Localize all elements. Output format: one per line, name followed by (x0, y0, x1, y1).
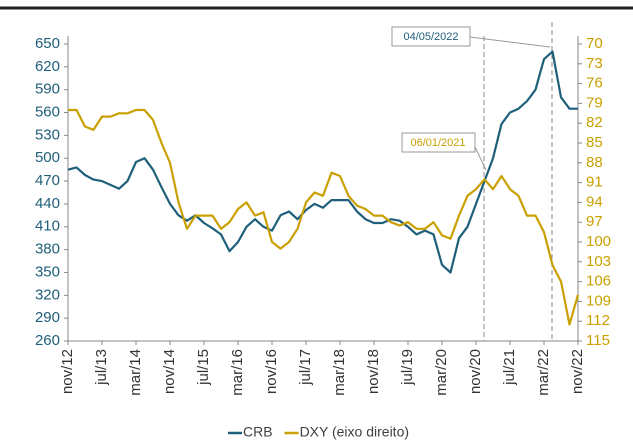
data-line (68, 108, 580, 326)
x-tick-label: mar/20 (433, 349, 450, 396)
legend-label: CRB (243, 424, 273, 440)
y2-tick-label: 70 (586, 35, 603, 52)
x-tick-label: jul/15 (195, 349, 212, 386)
y-tick-label: 260 (35, 332, 60, 349)
legend-label: DXY (eixo direito) (300, 424, 409, 440)
y-tick-label: 290 (35, 309, 60, 326)
x-tick-label: nov/12 (59, 349, 76, 394)
y2-tick-label: 79 (586, 94, 603, 111)
callout-box (401, 132, 476, 153)
x-tick-label: mar/22 (535, 349, 552, 396)
y2-tick-label: 85 (586, 134, 603, 151)
y-tick-label: 410 (35, 218, 60, 235)
y-tick-label: 560 (35, 104, 60, 121)
y2-tick-label: 94 (586, 193, 603, 210)
x-tick-label: nov/18 (365, 349, 382, 394)
y2-tick-label: 76 (586, 75, 603, 92)
y-tick-label: 500 (35, 149, 60, 166)
y-tick-label: 620 (35, 58, 60, 75)
y2-tick-label: 88 (586, 154, 603, 171)
x-tick-label: mar/18 (331, 349, 348, 396)
y2-tick-label: 82 (586, 114, 603, 131)
x-tick-label: mar/14 (127, 349, 144, 396)
x-tick-label: jul/13 (93, 349, 110, 386)
annotation: 06/01/2021 (410, 137, 465, 149)
annotation: 04/05/2022 (403, 31, 458, 43)
callout-box (391, 26, 471, 47)
data-line (67, 50, 578, 274)
y-tick-label: 650 (35, 35, 60, 52)
y2-tick-label: 100 (586, 233, 611, 250)
x-tick-label: jul/17 (297, 349, 314, 386)
y-tick-label: 350 (35, 263, 60, 280)
y2-tick-label: 115 (586, 332, 610, 349)
callout-line (469, 36, 551, 48)
y-tick-label: 320 (35, 286, 60, 303)
x-tick-label: nov/14 (161, 349, 178, 394)
y-tick-label: 590 (35, 81, 60, 98)
y-tick-label: 470 (35, 172, 60, 189)
x-tick-label: jul/19 (399, 349, 416, 386)
x-tick-label: nov/22 (569, 349, 586, 394)
y2-tick-label: 91 (586, 174, 603, 191)
y2-tick-label: 103 (586, 253, 611, 270)
y2-tick-label: 109 (586, 292, 611, 309)
y2-tick-label: 73 (586, 55, 603, 72)
x-tick-label: nov/20 (467, 349, 484, 394)
x-tick-label: mar/16 (229, 349, 246, 396)
callout-line (474, 146, 487, 171)
x-tick-label: jul/21 (501, 349, 518, 386)
x-tick-label: nov/16 (263, 349, 280, 394)
y2-tick-label: 97 (586, 213, 603, 230)
y-tick-label: 380 (35, 241, 60, 258)
y2-tick-label: 106 (586, 273, 611, 290)
y-tick-label: 440 (35, 195, 60, 212)
y2-tick-label: 112 (586, 312, 610, 329)
y-tick-label: 530 (35, 126, 60, 143)
